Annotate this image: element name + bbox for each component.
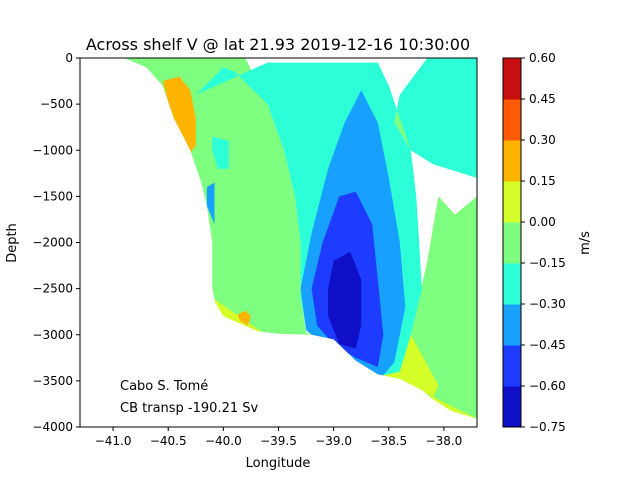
x-tick-label: −41.0: [95, 434, 132, 448]
colorbar-tick-label: 0.15: [529, 174, 556, 188]
x-tick-label: −38.0: [426, 434, 463, 448]
y-axis: 0 −500 −1000 −1500 −2000 −2500 −3000 −3500 −4000: [32, 51, 80, 434]
colorbar-swatch-7: [503, 99, 521, 141]
contour-region-11: [237, 310, 251, 326]
annotation-location: Cabo S. Tomé: [120, 379, 208, 394]
contour-fill-layer: [80, 58, 477, 427]
y-tick-label: −4000: [32, 420, 73, 434]
colorbar-swatch-5: [503, 181, 521, 223]
contour-region-9: [206, 182, 215, 225]
contour-region-3: [113, 58, 477, 419]
contour-region-10: [162, 76, 196, 160]
y-tick-label: −500: [40, 97, 73, 111]
colorbar-tick-label: 0.45: [529, 92, 556, 106]
y-axis-label: Depth: [5, 223, 20, 263]
colorbar-label: m/s: [578, 231, 593, 255]
colorbar-tick-label: 0.60: [529, 51, 556, 65]
colorbar-tick-label: 0.00: [529, 215, 556, 229]
contour-region-8: [212, 136, 229, 169]
colorbar-swatch-1: [503, 345, 521, 387]
y-tick-label: −1500: [32, 189, 73, 203]
y-tick-label: 0: [65, 51, 73, 65]
x-tick-label: −39.5: [260, 434, 297, 448]
y-tick-label: −3000: [32, 328, 73, 342]
x-tick-label: −40.0: [205, 434, 242, 448]
y-tick-label: −2000: [32, 236, 73, 250]
colorbar-tick-label: −0.75: [529, 420, 566, 434]
colorbar: −0.75 −0.60 −0.45 −0.30 −0.15 0.00 0.15 0.30 0.4…: [502, 51, 566, 434]
colorbar-swatch-3: [503, 263, 521, 305]
x-tick-label: −39.0: [315, 434, 352, 448]
x-tick-label: −38.5: [370, 434, 407, 448]
colorbar-tick-label: 0.30: [529, 133, 556, 147]
seafloor-mask: [80, 58, 477, 427]
colorbar-swatch-8: [503, 58, 521, 100]
chart-title: Across shelf V @ lat 21.93 2019-12-16 10…: [86, 35, 470, 54]
y-tick-label: −3500: [32, 374, 73, 388]
colorbar-tick-label: −0.45: [529, 338, 566, 352]
x-axis: −41.0 −40.5 −40.0 −39.5 −39.0 −38.5 −38.0: [95, 427, 463, 448]
colorbar-swatch-6: [503, 140, 521, 182]
x-tick-label: −40.5: [150, 434, 187, 448]
colorbar-swatch-4: [503, 222, 521, 264]
y-tick-label: −1000: [32, 143, 73, 157]
x-axis-label: Longitude: [246, 456, 311, 471]
y-tick-label: −2500: [32, 282, 73, 296]
contour-region-7: [328, 251, 362, 349]
colorbar-frame: [502, 57, 522, 428]
colorbar-tick-label: −0.15: [529, 256, 566, 270]
colorbar-swatch-0: [503, 386, 521, 428]
annotation-transport: CB transp -190.21 Sv: [120, 401, 258, 416]
plot-area: [79, 57, 478, 428]
colorbar-tick-label: −0.30: [529, 297, 566, 311]
colorbar-tick-label: −0.60: [529, 379, 566, 393]
colorbar-swatch-2: [503, 304, 521, 346]
